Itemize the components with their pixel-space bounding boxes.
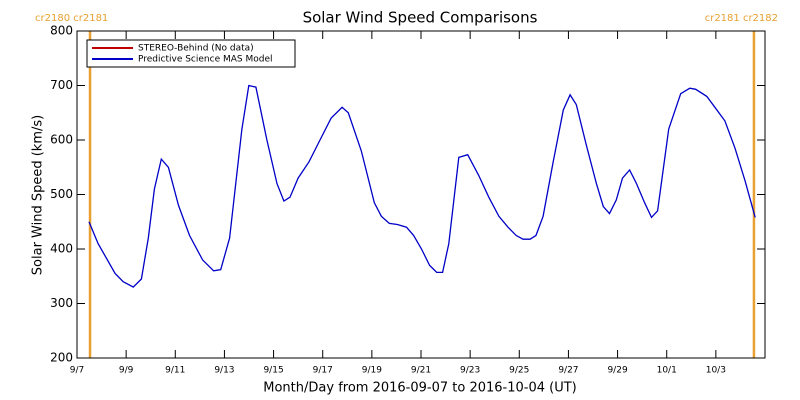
x-tick-label: 9/11: [165, 366, 185, 376]
y-tick-label: 500: [50, 187, 73, 201]
x-tick-label: 9/17: [313, 366, 333, 376]
x-tick-label: 9/25: [509, 366, 529, 376]
x-tick-label: 10/3: [706, 366, 726, 376]
x-tick-label: 9/7: [70, 366, 84, 376]
x-tick-label: 9/21: [411, 366, 431, 376]
x-tick-label: 9/29: [607, 366, 627, 376]
x-tick-label: 9/23: [460, 366, 480, 376]
x-tick-label: 9/19: [362, 366, 382, 376]
y-tick-label: 700: [50, 78, 73, 92]
plot-frame: [76, 30, 766, 359]
legend-box: [86, 39, 296, 68]
boundary-label: cr2181 cr2182: [705, 13, 778, 24]
x-tick-label: 9/15: [263, 366, 283, 376]
boundary-label: cr2180 cr2181: [35, 13, 108, 24]
y-tick-label: 800: [50, 24, 73, 38]
legend-label: STEREO-Behind (No data): [138, 44, 254, 54]
x-axis-label: Month/Day from 2016-09-07 to 2016-10-04 …: [263, 381, 576, 396]
line: [88, 84, 756, 288]
x-tick-label: 9/9: [119, 366, 134, 376]
y-tick-label: 200: [50, 351, 73, 365]
y-tick-label: 400: [50, 242, 73, 256]
y-tick-label: 300: [50, 296, 73, 310]
y-axis-label: Solar Wind Speed (km/s): [31, 115, 46, 275]
chart-title: Solar Wind Speed Comparisons: [303, 9, 538, 27]
x-tick-label: 9/27: [558, 366, 578, 376]
x-tick-label: 9/13: [214, 366, 234, 376]
legend-label: Predictive Science MAS Model: [138, 55, 273, 65]
x-tick-label: 10/1: [657, 366, 677, 376]
y-tick-label: 600: [50, 133, 73, 147]
